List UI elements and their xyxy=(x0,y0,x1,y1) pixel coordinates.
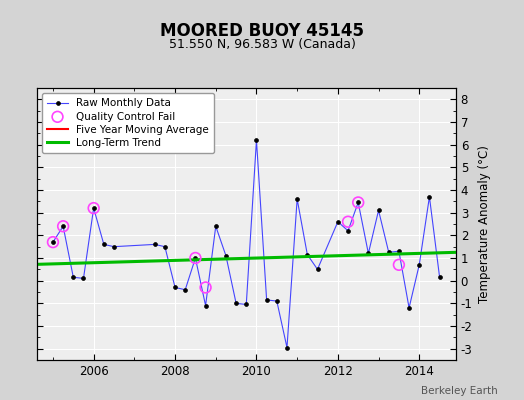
Quality Control Fail xyxy=(201,284,210,291)
Raw Monthly Data xyxy=(233,301,239,306)
Raw Monthly Data xyxy=(355,200,362,205)
Text: 51.550 N, 96.583 W (Canada): 51.550 N, 96.583 W (Canada) xyxy=(169,38,355,51)
Raw Monthly Data xyxy=(436,275,443,280)
Quality Control Fail xyxy=(344,218,352,225)
Raw Monthly Data xyxy=(172,285,178,290)
Raw Monthly Data xyxy=(80,276,86,281)
Text: MOORED BUOY 45145: MOORED BUOY 45145 xyxy=(160,22,364,40)
Raw Monthly Data xyxy=(253,138,259,142)
Quality Control Fail xyxy=(90,205,98,211)
Raw Monthly Data xyxy=(386,250,392,255)
Raw Monthly Data xyxy=(101,242,107,247)
Raw Monthly Data xyxy=(243,302,249,307)
Quality Control Fail xyxy=(191,255,200,261)
Raw Monthly Data xyxy=(50,240,56,244)
Quality Control Fail xyxy=(49,239,57,245)
Raw Monthly Data xyxy=(304,252,311,257)
Raw Monthly Data xyxy=(375,208,381,213)
Raw Monthly Data xyxy=(60,224,66,229)
Raw Monthly Data xyxy=(314,267,321,272)
Raw Monthly Data xyxy=(223,253,229,258)
Text: Berkeley Earth: Berkeley Earth xyxy=(421,386,498,396)
Raw Monthly Data xyxy=(162,244,168,249)
Raw Monthly Data xyxy=(264,298,270,302)
Raw Monthly Data xyxy=(192,256,199,260)
Raw Monthly Data xyxy=(182,287,188,292)
Raw Monthly Data xyxy=(213,224,219,229)
Y-axis label: Temperature Anomaly (°C): Temperature Anomaly (°C) xyxy=(478,145,491,303)
Raw Monthly Data xyxy=(365,251,372,256)
Raw Monthly Data xyxy=(91,206,97,210)
Raw Monthly Data xyxy=(202,303,209,308)
Quality Control Fail xyxy=(395,262,403,268)
Raw Monthly Data xyxy=(151,242,158,247)
Raw Monthly Data xyxy=(111,244,117,249)
Raw Monthly Data xyxy=(274,299,280,304)
Legend: Raw Monthly Data, Quality Control Fail, Five Year Moving Average, Long-Term Tren: Raw Monthly Data, Quality Control Fail, … xyxy=(42,93,214,153)
Quality Control Fail xyxy=(59,223,67,230)
Quality Control Fail xyxy=(354,199,363,206)
Raw Monthly Data xyxy=(427,194,433,199)
Raw Monthly Data xyxy=(396,249,402,254)
Raw Monthly Data xyxy=(70,275,77,280)
Raw Monthly Data xyxy=(294,197,300,202)
Raw Monthly Data xyxy=(284,345,290,350)
Raw Monthly Data xyxy=(416,262,422,267)
Raw Monthly Data xyxy=(335,219,341,224)
Raw Monthly Data xyxy=(406,306,412,310)
Line: Raw Monthly Data: Raw Monthly Data xyxy=(51,138,442,350)
Raw Monthly Data xyxy=(345,228,351,233)
